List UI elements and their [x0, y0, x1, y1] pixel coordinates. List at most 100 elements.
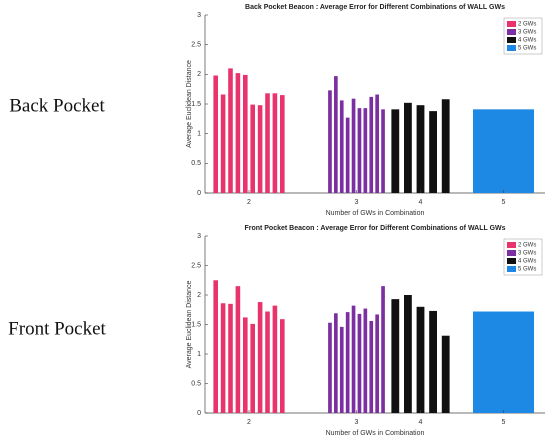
- bar: [403, 295, 412, 413]
- bar: [220, 94, 226, 193]
- bar: [363, 308, 368, 413]
- bar: [213, 75, 218, 193]
- y-tick-label: 1: [197, 131, 201, 138]
- legend-swatch: [507, 29, 516, 35]
- bar: [369, 96, 374, 193]
- bar: [250, 104, 255, 193]
- bar: [381, 286, 385, 413]
- y-tick-label: 2.5: [191, 42, 201, 49]
- bar: [235, 286, 241, 413]
- x-tick-label: 2: [247, 199, 251, 206]
- legend-label: 3 GWs: [518, 30, 536, 36]
- bar: [328, 322, 332, 413]
- bar: [272, 93, 278, 193]
- x-tick-label: 4: [419, 199, 423, 206]
- bar: [339, 100, 344, 193]
- y-tick-label: 1.5: [191, 101, 201, 108]
- bar: [228, 303, 233, 413]
- bar: [250, 323, 255, 413]
- legend-swatch: [507, 37, 516, 43]
- legend-label: 2 GWs: [518, 243, 536, 249]
- x-tick-label: 4: [419, 419, 423, 426]
- legend-label: 5 GWs: [518, 267, 536, 273]
- legend-swatch: [507, 258, 516, 264]
- bar: [429, 310, 438, 413]
- legend-swatch: [507, 21, 516, 27]
- bar: [441, 335, 450, 413]
- side-label: Front Pocket: [8, 318, 106, 339]
- bar: [345, 312, 350, 413]
- legend-label: 2 GWs: [518, 22, 536, 28]
- y-tick-label: 1: [197, 351, 201, 358]
- bar: [243, 74, 248, 193]
- chart-title: Back Pocket Beacon : Average Error for D…: [245, 4, 505, 11]
- side-label: Back Pocket: [9, 95, 105, 116]
- bar: [351, 305, 356, 413]
- legend-label: 4 GWs: [518, 38, 536, 44]
- bar: [257, 105, 263, 193]
- bar: [429, 111, 438, 193]
- x-tick-label: 2: [247, 419, 251, 426]
- legend-swatch: [507, 242, 516, 248]
- legend-label: 4 GWs: [518, 259, 536, 265]
- bar: [416, 105, 425, 193]
- y-tick-label: 3: [197, 12, 201, 19]
- bar: [280, 95, 285, 193]
- bar: [363, 108, 368, 193]
- bar: [339, 326, 344, 413]
- x-tick-label: 5: [502, 199, 506, 206]
- bar: [235, 73, 241, 193]
- y-tick-label: 3: [197, 233, 201, 240]
- bar: [243, 317, 248, 413]
- bar: [334, 313, 338, 413]
- y-tick-label: 2: [197, 292, 201, 299]
- bar: [391, 299, 400, 413]
- bar: [228, 68, 233, 193]
- bar: [473, 311, 534, 413]
- bar: [473, 109, 534, 193]
- bar: [357, 313, 362, 413]
- bar: [416, 306, 425, 413]
- bar: [391, 109, 400, 193]
- bar: [381, 109, 385, 193]
- bar: [369, 320, 374, 413]
- bar: [334, 76, 338, 193]
- bar: [351, 98, 356, 193]
- bar: [328, 90, 332, 193]
- bar: [375, 94, 379, 193]
- x-axis-label: Number of GWs in Combination: [326, 430, 425, 437]
- bar: [220, 303, 226, 413]
- legend-swatch: [507, 266, 516, 272]
- legend-label: 5 GWs: [518, 46, 536, 52]
- legend-label: 3 GWs: [518, 251, 536, 257]
- bar: [375, 314, 379, 413]
- bar: [403, 102, 412, 193]
- legend-swatch: [507, 250, 516, 256]
- y-tick-label: 1.5: [191, 321, 201, 328]
- y-tick-label: 0: [197, 190, 201, 197]
- bar: [345, 117, 350, 193]
- y-axis-label: Average Euclidean Distance: [186, 280, 193, 368]
- bar: [265, 93, 270, 193]
- y-axis-label: Average Euclidean Distance: [186, 60, 193, 148]
- y-tick-label: 2.5: [191, 262, 201, 269]
- y-tick-label: 0: [197, 410, 201, 417]
- bar: [280, 319, 285, 413]
- y-tick-label: 2: [197, 71, 201, 78]
- x-axis-label: Number of GWs in Combination: [326, 210, 425, 217]
- x-tick-label: 3: [355, 419, 359, 426]
- legend-swatch: [507, 45, 516, 51]
- y-tick-label: 0.5: [191, 160, 201, 167]
- y-tick-label: 0.5: [191, 380, 201, 387]
- x-tick-label: 5: [502, 419, 506, 426]
- chart-title: Front Pocket Beacon : Average Error for …: [244, 225, 505, 232]
- bar: [213, 280, 218, 413]
- bar: [257, 302, 263, 413]
- bar: [441, 99, 450, 193]
- bar: [272, 305, 278, 413]
- bar: [357, 108, 362, 193]
- x-tick-label: 3: [355, 199, 359, 206]
- bar: [265, 311, 270, 413]
